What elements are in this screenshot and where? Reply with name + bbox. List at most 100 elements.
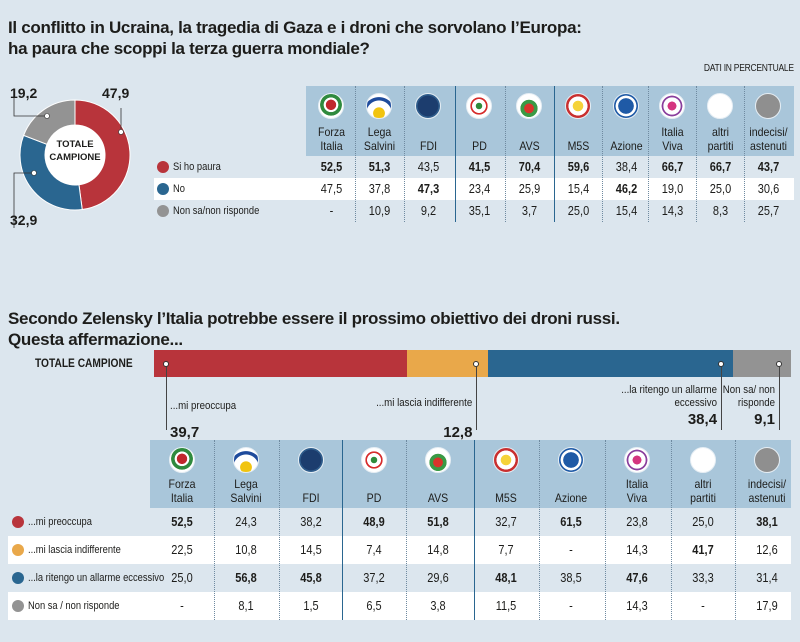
table-cell: 33,3 <box>692 571 714 585</box>
section1-title: Il conflitto in Ucraina, la tragedia di … <box>8 17 582 59</box>
fdi-logo <box>298 447 324 473</box>
party-name-line2: FDI <box>419 139 437 153</box>
legend-dot-icon <box>12 544 24 556</box>
donut-center-line: TOTALE <box>56 139 94 150</box>
table-cell: 37,8 <box>368 182 390 196</box>
column-separator <box>695 86 697 222</box>
party-name-line2: PD <box>471 139 487 153</box>
party-name-line2: PD <box>366 491 382 505</box>
party-name-line2: Italia <box>170 491 194 505</box>
legend-dot-icon <box>12 516 24 528</box>
bar-leader-line <box>476 367 478 430</box>
title-line: Secondo Zelensky l’Italia potrebbe esser… <box>8 309 620 328</box>
avs-logo <box>516 93 542 119</box>
party-name-line1: Lega <box>234 477 258 491</box>
column-separator <box>406 440 407 620</box>
table-cell: 3,8 <box>430 599 446 613</box>
row-legend: Non sa/non risponde <box>157 200 275 222</box>
bar-leader-line <box>166 367 167 430</box>
unit-note: DATI IN PERCENTUALE <box>704 63 794 74</box>
party-name-line2: astenuti <box>748 491 786 505</box>
table-cell: 30,6 <box>757 182 779 196</box>
legend-dot-icon <box>157 205 169 217</box>
table-cell: 22,5 <box>171 543 193 557</box>
table-cell: 31,4 <box>756 571 778 585</box>
row-label: No <box>173 183 185 195</box>
party-name-line1: indecisi/ <box>748 125 788 139</box>
table-cell: 9,2 <box>420 204 436 218</box>
table-cell: 7,4 <box>366 543 382 557</box>
table-cell: 41,5 <box>468 160 490 174</box>
row-legend: ...mi lascia indifferente <box>12 536 137 564</box>
bar-segment-allarme <box>488 350 734 377</box>
table-cell: 6,5 <box>366 599 382 613</box>
legend-dot-icon <box>12 600 24 612</box>
table-cell: 29,6 <box>427 571 449 585</box>
table-cell: 25,9 <box>518 182 540 196</box>
bar-category-label: ...mi preoccupa <box>170 400 237 412</box>
table-cell: 46,2 <box>615 182 637 196</box>
column-separator <box>539 440 540 620</box>
table-cell: 14,8 <box>427 543 449 557</box>
m5s-logo <box>565 93 591 119</box>
table-cell: 66,7 <box>709 160 731 174</box>
bar-value-label: 39,7 <box>170 424 200 441</box>
party-name-line2: partiti <box>690 491 716 505</box>
bar-total-label: TOTALE CAMPIONE <box>35 356 133 370</box>
party-name-line2: AVS <box>427 491 449 505</box>
table-cell: 48,1 <box>495 571 517 585</box>
party-name-line1: Italia <box>660 125 684 139</box>
section2-title: Secondo Zelensky l’Italia potrebbe esser… <box>8 308 620 350</box>
row-label: ...mi lascia indifferente <box>28 544 121 556</box>
column-separator <box>601 86 603 222</box>
party-name-line1: Forza <box>317 125 345 139</box>
row-legend: ...mi preoccupa <box>12 508 103 536</box>
row-label: Si ho paura <box>173 161 221 173</box>
party-name-line1: altri <box>694 477 712 491</box>
table-cell: 56,8 <box>235 571 257 585</box>
table-cell: 25,0 <box>171 571 193 585</box>
leader-line <box>13 98 47 117</box>
bar-category-label: ...mi lascia indifferente <box>376 397 473 409</box>
row-label: Non sa / non risponde <box>28 600 120 612</box>
table-cell: 38,4 <box>615 160 637 174</box>
legend-dot-icon <box>157 183 169 195</box>
pd-logo <box>466 93 492 119</box>
table-cell: 25,0 <box>709 182 731 196</box>
bar-value-label: 12,8 <box>443 424 473 441</box>
row-legend: No <box>157 178 187 200</box>
donut-chart <box>13 98 131 228</box>
table-cell: 59,6 <box>567 160 589 174</box>
table-cell: 52,5 <box>171 515 193 529</box>
column-separator <box>504 86 506 222</box>
table-cell: 38,2 <box>300 515 322 529</box>
table-cell: - <box>569 543 573 557</box>
donut-center-label: TOTALE CAMPIONE <box>48 138 102 164</box>
row-legend: Non sa / non risponde <box>12 592 136 620</box>
party-name-line1: Italia <box>625 477 649 491</box>
donut-center-line: CAMPIONE <box>49 152 101 163</box>
bar-segment-preoccupa <box>154 350 407 377</box>
column-separator <box>354 86 356 222</box>
table-cell: 48,9 <box>363 515 385 529</box>
table-cell: 1,5 <box>303 599 319 613</box>
party-name-line2: Italia <box>319 139 343 153</box>
avs-logo <box>425 447 451 473</box>
table-cell: 47,6 <box>626 571 648 585</box>
donut-hole <box>45 125 105 185</box>
table-cell: 38,5 <box>560 571 582 585</box>
donut-value-label: 32,9 <box>10 212 38 228</box>
italia-viva-logo <box>659 93 685 119</box>
title-line: Questa affermazione... <box>8 330 183 349</box>
party-name-line2: Viva <box>661 139 683 153</box>
row-label: ...la ritengo un allarme eccessivo <box>28 572 165 584</box>
table-row-band <box>8 536 791 564</box>
table-cell: 3,7 <box>521 204 537 218</box>
table-cell: 15,4 <box>615 204 637 218</box>
leader-line <box>13 172 34 228</box>
column-separator <box>605 440 606 620</box>
table-cell: 19,0 <box>661 182 683 196</box>
party-name-line2: partiti <box>707 139 733 153</box>
column-separator <box>342 440 343 620</box>
table-cell: 43,5 <box>417 160 439 174</box>
